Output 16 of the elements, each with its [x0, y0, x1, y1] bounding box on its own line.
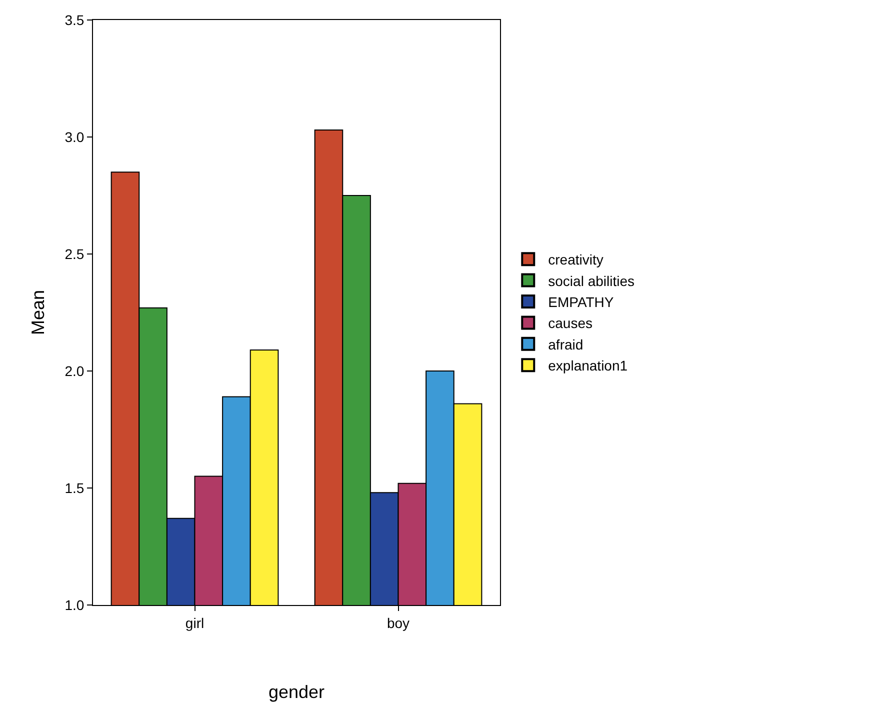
legend-label: afraid: [548, 336, 584, 352]
legend-label: causes: [548, 315, 592, 332]
x-axis-title: gender: [268, 682, 325, 702]
y-axis-title: Mean: [28, 290, 48, 336]
y-tick-label: 1.5: [64, 480, 84, 496]
x-tick-label: boy: [386, 614, 410, 631]
legend-label: social abilities: [548, 272, 635, 289]
y-tick-label: 1.0: [64, 596, 84, 613]
y-tick-label: 3.0: [64, 128, 84, 145]
legend-label: explanation1: [548, 358, 628, 374]
y-tick-label: 3.5: [64, 12, 84, 28]
x-tick-label: girl: [185, 614, 204, 631]
y-tick-label: 2.0: [64, 362, 84, 379]
y-tick-label: 2.5: [64, 246, 84, 262]
legend-label: EMPATHY: [548, 294, 614, 310]
legend-label: creativity: [548, 252, 604, 268]
